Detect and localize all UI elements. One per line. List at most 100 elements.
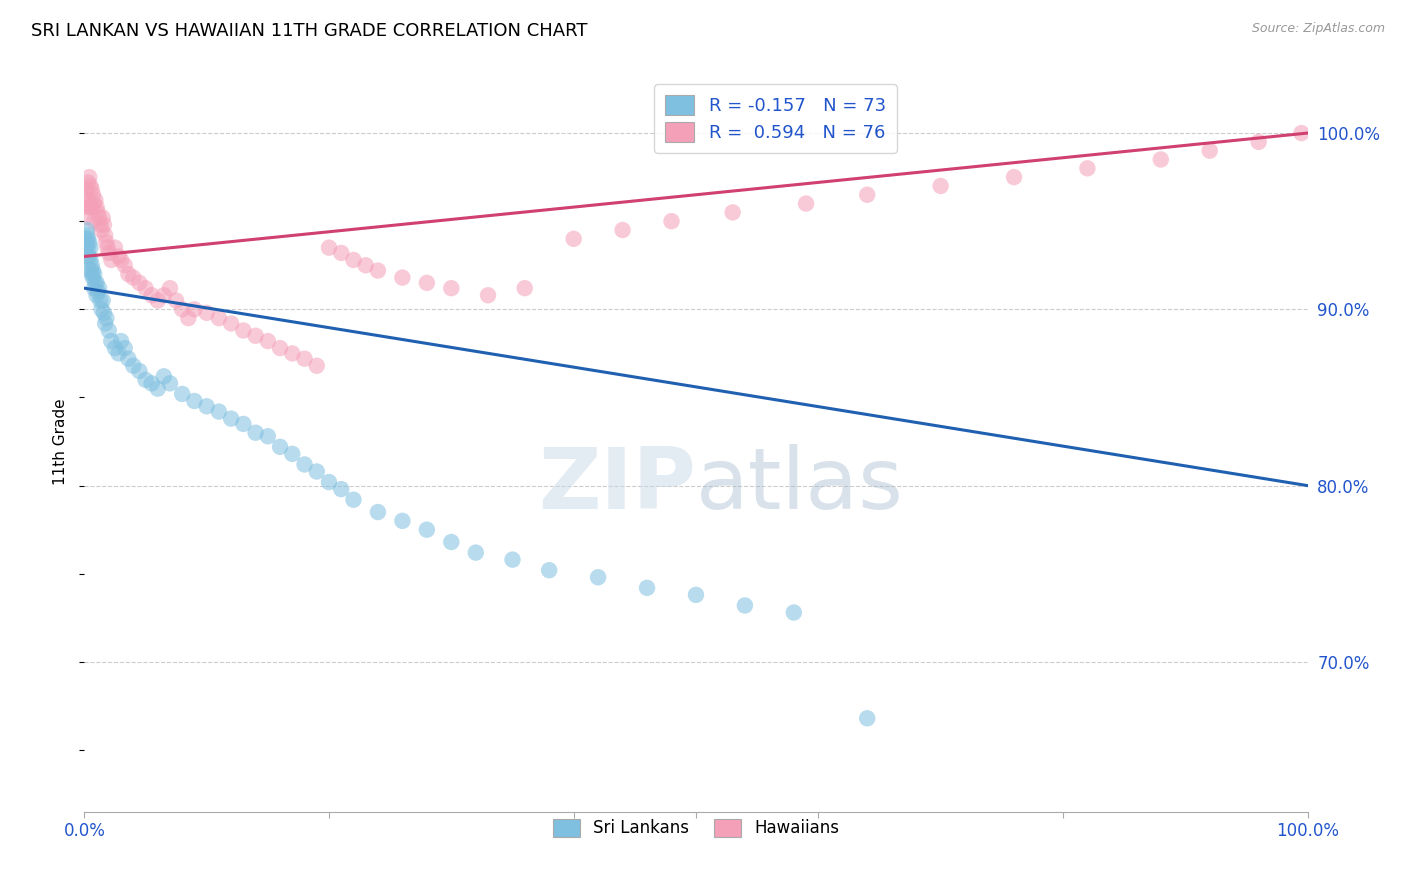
Point xyxy=(83,214,105,228)
Point xyxy=(89,218,111,232)
Point xyxy=(128,276,150,290)
Point xyxy=(1291,126,1313,140)
Point xyxy=(84,193,107,207)
Point xyxy=(159,376,181,391)
Point xyxy=(281,447,304,461)
Point xyxy=(153,369,176,384)
Point xyxy=(219,317,242,331)
Point xyxy=(97,323,120,337)
Point xyxy=(89,293,111,308)
Point xyxy=(294,458,316,472)
Point xyxy=(342,492,364,507)
Point xyxy=(141,288,163,302)
Point xyxy=(110,252,132,267)
Point xyxy=(1198,144,1220,158)
Point xyxy=(77,193,100,207)
Point xyxy=(97,241,120,255)
Point xyxy=(100,252,122,267)
Point xyxy=(330,482,353,496)
Point xyxy=(538,563,561,577)
Point xyxy=(87,205,110,219)
Point xyxy=(104,341,127,355)
Point xyxy=(318,475,340,489)
Point xyxy=(114,341,136,355)
Point xyxy=(94,228,117,243)
Point xyxy=(195,399,218,413)
Point xyxy=(90,302,112,317)
Point xyxy=(440,535,463,549)
Point xyxy=(208,404,231,418)
Point xyxy=(232,323,254,337)
Point xyxy=(86,288,108,302)
Point xyxy=(97,246,120,260)
Point xyxy=(502,552,524,566)
Point xyxy=(76,223,98,237)
Point xyxy=(281,346,304,360)
Point xyxy=(305,359,328,373)
Point xyxy=(90,223,112,237)
Point xyxy=(153,288,176,302)
Point xyxy=(172,302,194,317)
Point xyxy=(232,417,254,431)
Point xyxy=(96,235,118,250)
Point xyxy=(513,281,536,295)
Point xyxy=(257,429,280,443)
Text: Source: ZipAtlas.com: Source: ZipAtlas.com xyxy=(1251,22,1385,36)
Point xyxy=(80,258,103,272)
Point xyxy=(100,334,122,348)
Point xyxy=(183,394,205,409)
Point xyxy=(87,211,110,225)
Point xyxy=(794,196,817,211)
Point xyxy=(104,241,127,255)
Point xyxy=(367,263,389,277)
Point xyxy=(122,270,145,285)
Point xyxy=(416,523,439,537)
Point xyxy=(219,411,242,425)
Point xyxy=(77,249,100,263)
Point xyxy=(75,196,97,211)
Point xyxy=(83,196,105,211)
Point xyxy=(721,205,744,219)
Point xyxy=(107,346,129,360)
Point xyxy=(257,334,280,348)
Point xyxy=(586,570,609,584)
Point xyxy=(165,293,187,308)
Point xyxy=(117,267,139,281)
Point xyxy=(141,376,163,391)
Point xyxy=(734,599,756,613)
Legend: Sri Lankans, Hawaiians: Sri Lankans, Hawaiians xyxy=(547,812,845,844)
Point xyxy=(84,276,107,290)
Text: SRI LANKAN VS HAWAIIAN 11TH GRADE CORRELATION CHART: SRI LANKAN VS HAWAIIAN 11TH GRADE CORREL… xyxy=(31,22,588,40)
Point xyxy=(783,606,806,620)
Point xyxy=(305,465,328,479)
Point xyxy=(79,263,101,277)
Point xyxy=(75,232,97,246)
Point xyxy=(87,285,110,299)
Point xyxy=(128,364,150,378)
Point xyxy=(76,200,98,214)
Point xyxy=(172,387,194,401)
Point xyxy=(856,187,879,202)
Point xyxy=(183,302,205,317)
Point xyxy=(86,276,108,290)
Point xyxy=(122,359,145,373)
Point xyxy=(107,249,129,263)
Point xyxy=(77,249,100,263)
Point xyxy=(1247,135,1270,149)
Point xyxy=(477,288,499,302)
Point xyxy=(87,281,110,295)
Point xyxy=(1002,170,1025,185)
Point xyxy=(86,200,108,214)
Point xyxy=(117,351,139,366)
Point xyxy=(391,270,413,285)
Point xyxy=(562,232,585,246)
Point xyxy=(80,200,103,214)
Point xyxy=(96,311,118,326)
Point xyxy=(83,267,105,281)
Point xyxy=(77,235,100,250)
Point xyxy=(269,341,291,355)
Point xyxy=(75,211,97,225)
Point xyxy=(94,317,117,331)
Point xyxy=(146,382,169,396)
Point xyxy=(82,270,104,285)
